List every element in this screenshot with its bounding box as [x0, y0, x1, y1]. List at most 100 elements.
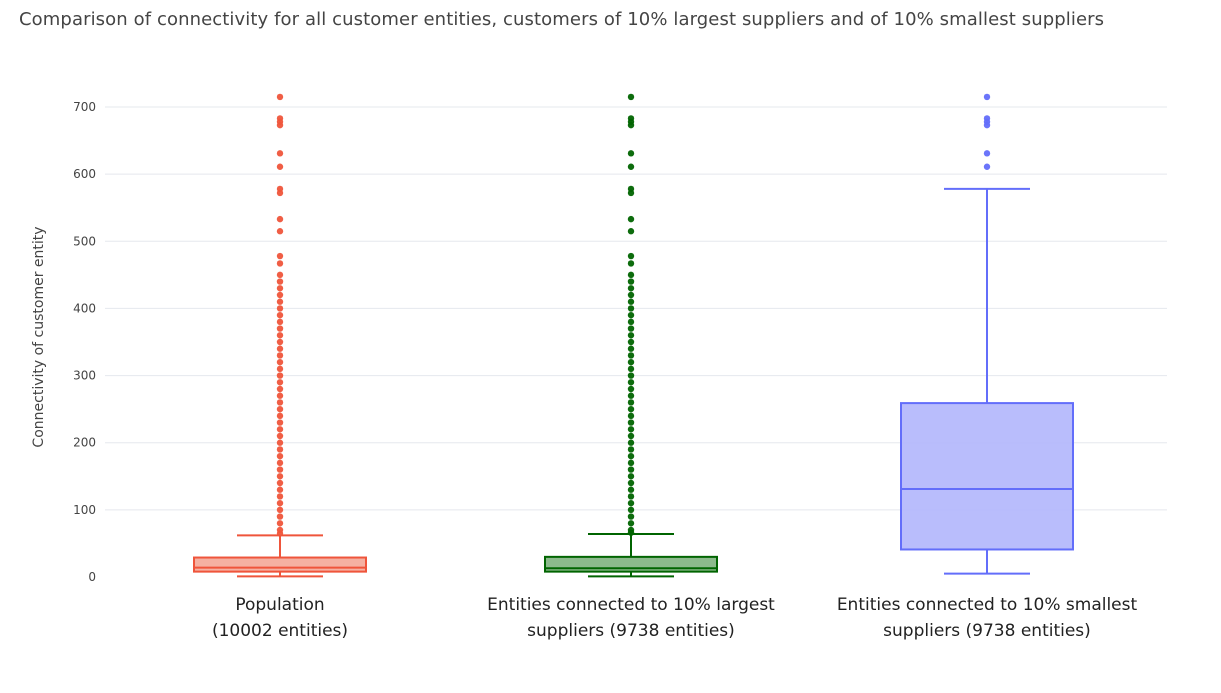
outlier-point	[276, 298, 284, 305]
outlier-point	[627, 405, 635, 413]
outlier-point	[627, 332, 635, 339]
outlier-point	[983, 163, 991, 170]
outlier-point	[276, 479, 284, 487]
outlier-point	[627, 452, 635, 460]
y-tick-label: 400	[73, 301, 96, 315]
outlier-point	[276, 392, 284, 399]
outlier-point	[276, 419, 284, 426]
x-category-label: Entities connected to 10% largest	[487, 595, 775, 615]
outlier-point	[276, 513, 284, 520]
outlier-point	[276, 332, 284, 339]
outlier-point	[276, 150, 284, 157]
outlier-point	[276, 252, 284, 260]
outlier-point	[627, 473, 635, 480]
outlier-point	[627, 278, 635, 285]
outlier-point	[276, 459, 284, 467]
y-tick-label: 600	[73, 167, 96, 181]
outlier-point	[276, 278, 284, 285]
box-series	[900, 93, 1074, 575]
outlier-point	[627, 163, 635, 170]
outlier-point	[276, 285, 284, 292]
outlier-point	[276, 379, 284, 386]
y-tick-label: 0	[88, 570, 96, 584]
outlier-point	[627, 318, 635, 326]
outlier-point	[276, 271, 284, 279]
outlier-point	[627, 426, 635, 433]
outlier-point	[276, 486, 284, 493]
outlier-point	[627, 459, 635, 467]
outlier-point	[276, 493, 284, 500]
outlier-point	[627, 271, 635, 279]
y-tick-label: 200	[73, 436, 96, 450]
outlier-point	[276, 365, 284, 373]
outlier-point	[276, 352, 284, 359]
outlier-point	[276, 405, 284, 413]
outlier-point	[627, 228, 635, 235]
outlier-point	[276, 520, 284, 527]
outlier-point	[627, 493, 635, 500]
outlier-point	[276, 358, 284, 366]
outlier-point	[627, 385, 635, 393]
outlier-point	[627, 305, 635, 312]
outlier-point	[627, 372, 635, 379]
x-category-label: (10002 entities)	[212, 621, 348, 641]
outlier-point	[627, 215, 635, 223]
box-series	[544, 93, 718, 578]
outlier-point	[983, 150, 991, 157]
outlier-point	[276, 93, 284, 101]
outlier-point	[627, 311, 635, 319]
outlier-point	[627, 93, 635, 101]
outlier-point	[276, 399, 284, 406]
outlier-point	[627, 506, 635, 514]
outlier-point	[276, 121, 284, 129]
outlier-point	[627, 121, 635, 129]
outlier-point	[276, 439, 284, 446]
outlier-point	[627, 252, 635, 260]
outlier-point	[627, 285, 635, 292]
outlier-point	[627, 412, 635, 420]
chart-title: Comparison of connectivity for all custo…	[19, 9, 1105, 30]
y-axis-ticks: 0 100 200 300 400 500 600 700	[73, 100, 96, 584]
outlier-point	[627, 419, 635, 426]
outlier-point	[627, 325, 635, 332]
outlier-point	[627, 379, 635, 386]
outlier-point	[276, 228, 284, 235]
outlier-point	[627, 399, 635, 406]
outlier-point	[276, 325, 284, 332]
outlier-point	[276, 499, 284, 507]
outlier-point	[276, 385, 284, 393]
x-category-label: Entities connected to 10% smallest	[837, 595, 1138, 615]
outlier-point	[627, 499, 635, 507]
outlier-point	[276, 466, 284, 473]
outlier-point	[276, 446, 284, 453]
iqr-box	[193, 556, 367, 573]
outlier-point	[627, 291, 635, 299]
y-tick-label: 300	[73, 369, 96, 383]
outlier-point	[276, 311, 284, 319]
y-tick-label: 100	[73, 503, 96, 517]
outlier-point	[627, 486, 635, 493]
outlier-point	[627, 513, 635, 520]
outlier-point	[276, 318, 284, 326]
outlier-point	[276, 345, 284, 352]
outlier-point	[627, 479, 635, 487]
outlier-point	[276, 189, 284, 197]
outlier-point	[276, 338, 284, 346]
outlier-point	[627, 446, 635, 453]
y-tick-label: 700	[73, 100, 96, 114]
outlier-point	[627, 466, 635, 473]
boxes	[193, 93, 1074, 578]
outlier-point	[627, 520, 635, 527]
outlier-point	[627, 298, 635, 305]
outlier-point	[276, 432, 284, 440]
outlier-point	[627, 150, 635, 157]
iqr-box	[544, 555, 718, 573]
box-series	[193, 93, 367, 578]
outlier-point	[983, 121, 991, 129]
outlier-point	[276, 260, 284, 267]
outlier-point	[627, 352, 635, 359]
outlier-point	[276, 215, 284, 223]
x-category-label: suppliers (9738 entities)	[883, 621, 1091, 641]
outlier-point	[276, 452, 284, 460]
